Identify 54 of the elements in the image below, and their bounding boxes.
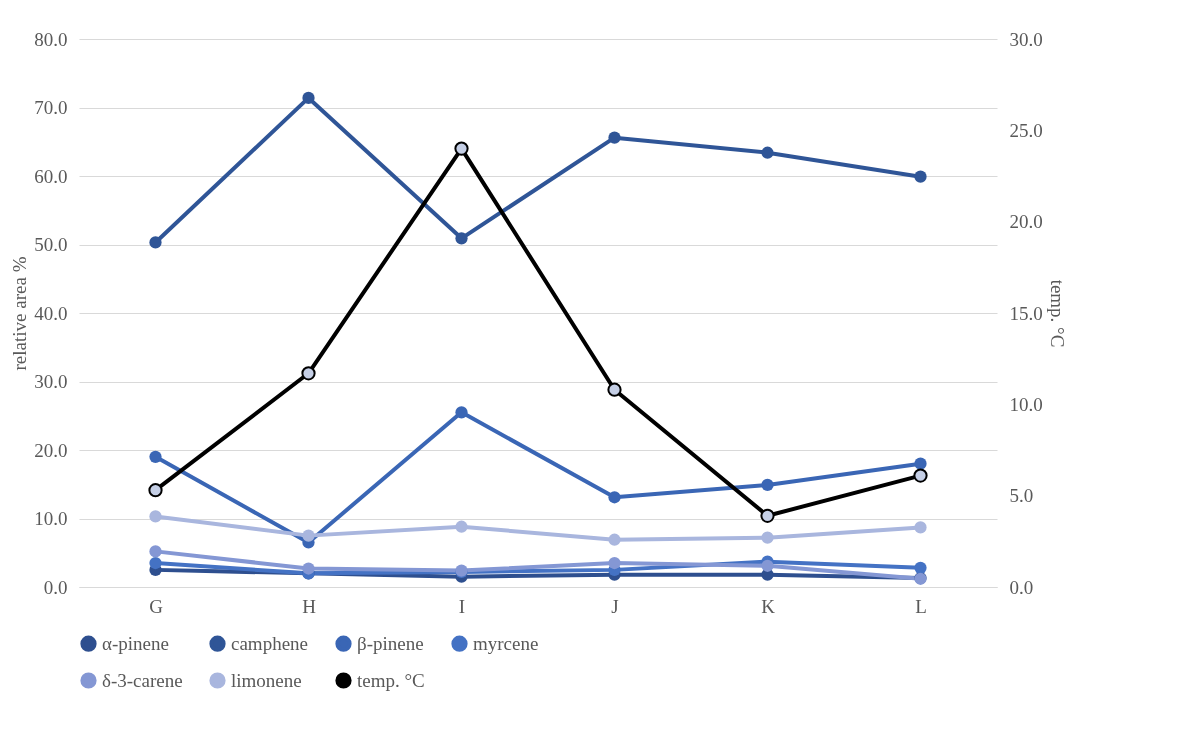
point [914, 561, 927, 574]
y2-tick-label: 20.0 [1009, 211, 1043, 233]
y2-tick-label: 25.0 [1009, 119, 1043, 141]
point [761, 531, 774, 544]
y-tick-label: 30.0 [34, 371, 68, 392]
legend-label: limonene [231, 669, 302, 691]
y-axis-title: relative area % [9, 256, 31, 371]
y-tick-label: 0.0 [43, 576, 68, 598]
x-tick-label: H [302, 595, 317, 617]
point [149, 545, 162, 558]
point [761, 559, 774, 572]
point [914, 457, 927, 470]
point [914, 170, 927, 183]
x-tick-label: J [611, 595, 619, 617]
x-tick-label: G [149, 595, 164, 617]
y2-tick-label: 5.0 [1009, 485, 1034, 507]
y-tick-label: 40.0 [34, 302, 68, 324]
point [608, 533, 621, 546]
point [608, 131, 621, 144]
y-tick-label: 80.0 [34, 28, 68, 50]
legend-label: camphene [231, 632, 309, 654]
y-tick-label: 70.0 [34, 97, 68, 118]
point [608, 491, 621, 504]
point [302, 529, 315, 542]
y-tick-label: 10.0 [34, 508, 68, 529]
point [149, 510, 162, 523]
point [149, 556, 162, 570]
point [761, 478, 774, 492]
point [455, 406, 468, 419]
point [914, 521, 927, 534]
point [149, 450, 162, 463]
y-tick-label: 50.0 [34, 234, 68, 255]
legend-label: myrcene [473, 632, 539, 654]
point [149, 236, 162, 249]
point [302, 562, 315, 575]
y-tick-label: 20.0 [34, 439, 68, 461]
point [455, 232, 468, 245]
point [608, 556, 621, 570]
legend-label: α-pinene [102, 632, 169, 654]
y2-tick-label: 30.0 [1009, 28, 1043, 50]
y-tick-label: 60.0 [34, 165, 68, 187]
x-tick-label: L [915, 595, 927, 617]
legend-label: δ-3-carene [102, 669, 183, 691]
y2-tick-label: 10.0 [1009, 393, 1043, 415]
x-tick-label: K [761, 595, 776, 617]
y2-tick-label: 0.0 [1009, 576, 1034, 598]
point [761, 146, 774, 159]
legend-label: β-pinene [357, 632, 424, 654]
point [302, 91, 315, 105]
legend-label: temp. °C [357, 669, 425, 691]
x-tick-label: I [458, 595, 466, 617]
point [455, 520, 468, 533]
y2-tick-label: 15.0 [1009, 302, 1043, 324]
y2-axis-title: temp. °C [1046, 279, 1068, 348]
